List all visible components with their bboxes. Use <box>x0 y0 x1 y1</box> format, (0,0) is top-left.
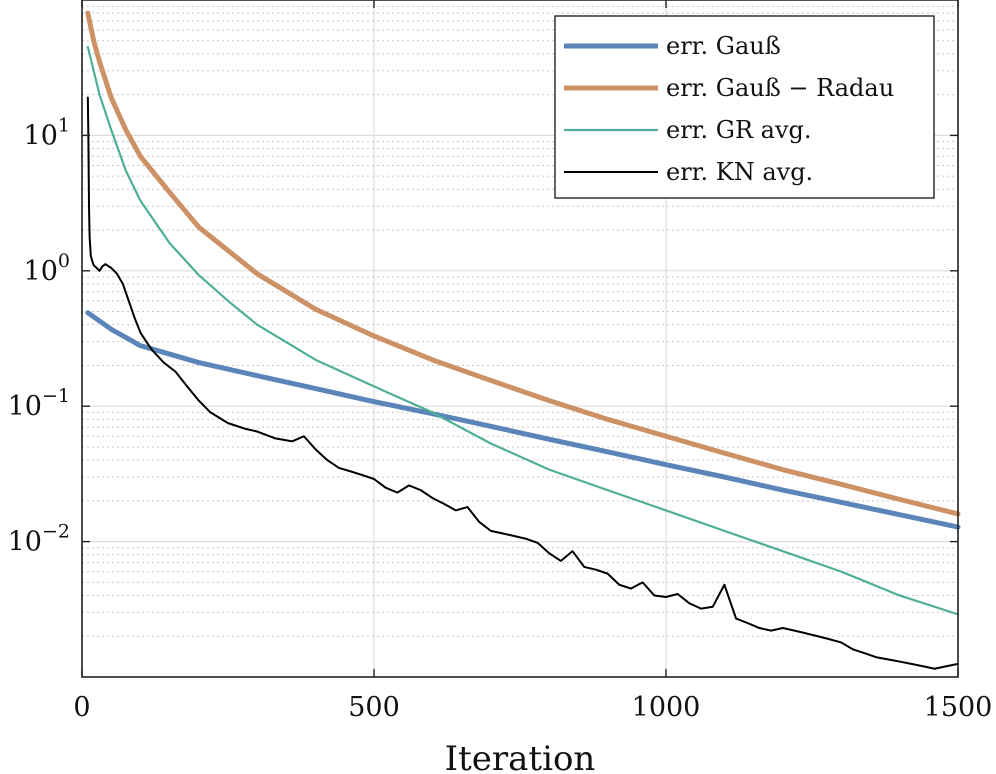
x-tick-label: 1000 <box>632 692 701 723</box>
y-tick-label: 101 <box>24 114 70 151</box>
legend: err. Gauß err. Gauß − Radau err. GR avg. er… <box>554 15 935 199</box>
y-tick-label: 100 <box>24 250 70 287</box>
series-line-1 <box>85 310 961 530</box>
series-group <box>85 10 961 670</box>
x-tick-label: 1500 <box>924 692 993 723</box>
legend-label-4: err. KN avg. <box>666 158 813 186</box>
x-axis-ticks: 0 500 1000 1500 <box>73 0 992 723</box>
plot-frame <box>81 0 959 678</box>
legend-label-1: err. Gauß <box>666 32 781 60</box>
x-tick-label: 0 <box>73 692 90 723</box>
y-axis-ticks: 10−2 10−1 100 101 <box>8 114 958 558</box>
legend-label-3: err. GR avg. <box>666 116 812 144</box>
series-line-4 <box>86 96 959 670</box>
x-axis-label: Iteration <box>445 739 596 774</box>
y-tick-label: 10−1 <box>8 385 70 422</box>
y-tick-label: 10−2 <box>8 521 70 558</box>
legend-label-2: err. Gauß − Radau <box>666 74 894 102</box>
series-line-2 <box>85 10 961 517</box>
x-tick-label: 500 <box>348 692 400 723</box>
series-line-3 <box>86 45 960 616</box>
